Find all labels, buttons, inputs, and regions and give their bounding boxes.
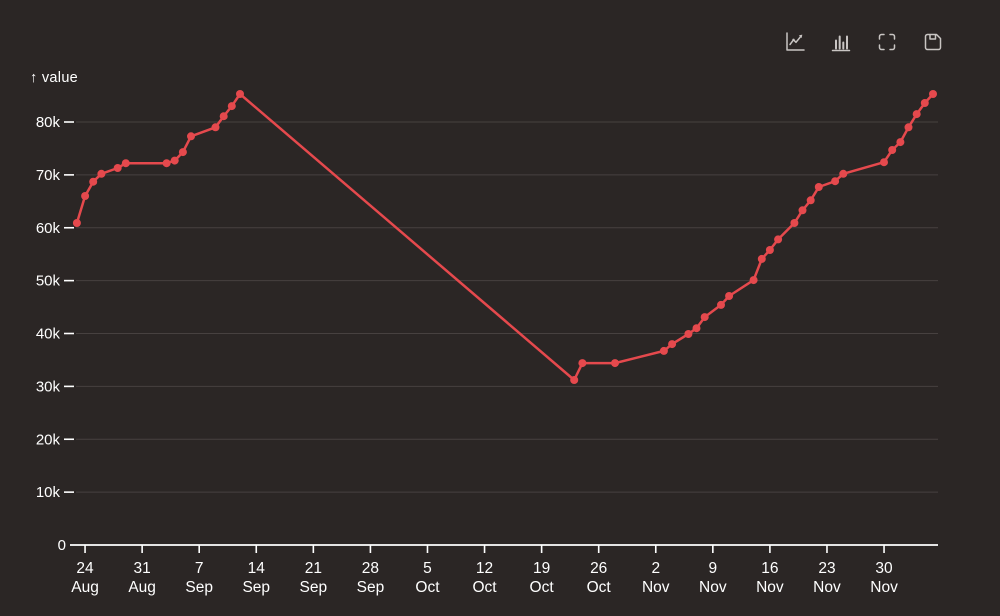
data-point[interactable] bbox=[806, 196, 815, 205]
y-tick-label: 20k bbox=[36, 431, 61, 448]
toggle-line-chart-button[interactable] bbox=[783, 30, 807, 54]
x-tick-label-month: Sep bbox=[300, 579, 328, 596]
y-tick-label: 30k bbox=[36, 378, 61, 395]
data-point[interactable] bbox=[700, 313, 709, 322]
save-icon bbox=[924, 33, 942, 51]
y-tick-label: 60k bbox=[36, 220, 61, 237]
toggle-bar-chart-button[interactable] bbox=[829, 30, 853, 54]
fullscreen-button[interactable] bbox=[875, 30, 899, 54]
x-tick-label-day: 19 bbox=[533, 560, 550, 577]
x-tick-label-month: Nov bbox=[642, 579, 670, 596]
data-point[interactable] bbox=[888, 146, 897, 154]
data-point[interactable] bbox=[113, 164, 122, 172]
data-point[interactable] bbox=[162, 159, 171, 168]
y-tick-label: 40k bbox=[36, 326, 61, 343]
data-point[interactable] bbox=[920, 99, 929, 107]
data-point[interactable] bbox=[178, 148, 187, 157]
data-point[interactable] bbox=[97, 169, 106, 178]
y-tick-label: 80k bbox=[36, 114, 61, 131]
x-tick-label-month: Sep bbox=[242, 579, 270, 596]
data-point[interactable] bbox=[692, 324, 701, 333]
data-point[interactable] bbox=[896, 138, 905, 147]
data-point[interactable] bbox=[725, 292, 734, 300]
x-tick-label-month: Sep bbox=[357, 579, 385, 596]
x-tick-label-day: 30 bbox=[875, 560, 893, 577]
x-tick-label-day: 14 bbox=[248, 560, 266, 577]
x-tick-label-day: 16 bbox=[761, 560, 778, 577]
data-point[interactable] bbox=[170, 156, 179, 165]
data-point[interactable] bbox=[219, 112, 228, 121]
data-point[interactable] bbox=[72, 219, 81, 227]
data-point[interactable] bbox=[89, 177, 98, 186]
data-point[interactable] bbox=[570, 376, 579, 384]
line-chart-icon bbox=[786, 32, 805, 51]
x-tick-label-month: Nov bbox=[813, 579, 841, 596]
y-tick-label: 0 bbox=[58, 537, 66, 554]
x-tick-label-day: 23 bbox=[818, 560, 835, 577]
data-point[interactable] bbox=[81, 192, 90, 200]
x-tick-label-month: Nov bbox=[756, 579, 784, 596]
y-tick-label: 50k bbox=[36, 273, 61, 290]
data-point[interactable] bbox=[765, 246, 774, 254]
data-point[interactable] bbox=[798, 206, 807, 215]
data-point[interactable] bbox=[121, 159, 130, 168]
data-point[interactable] bbox=[659, 346, 668, 355]
data-point[interactable] bbox=[757, 254, 766, 263]
x-tick-label-day: 5 bbox=[423, 560, 432, 577]
data-point[interactable] bbox=[668, 340, 677, 349]
x-tick-label-day: 24 bbox=[76, 560, 94, 577]
x-tick-label-month: Nov bbox=[699, 579, 727, 596]
x-tick-label-month: Nov bbox=[870, 579, 898, 596]
data-point[interactable] bbox=[211, 123, 220, 132]
save-image-button[interactable] bbox=[921, 30, 945, 54]
x-tick-label-month: Oct bbox=[587, 579, 612, 596]
x-tick-label-day: 9 bbox=[709, 560, 718, 577]
data-point[interactable] bbox=[227, 102, 236, 111]
y-tick-label: 10k bbox=[36, 484, 61, 501]
series-line bbox=[75, 92, 935, 382]
x-tick-label-month: Oct bbox=[530, 579, 555, 596]
data-point[interactable] bbox=[912, 110, 921, 119]
x-tick-label-day: 31 bbox=[133, 560, 150, 577]
data-point[interactable] bbox=[187, 132, 195, 141]
x-tick-label-day: 7 bbox=[195, 560, 204, 577]
data-point[interactable] bbox=[831, 177, 840, 186]
data-point[interactable] bbox=[717, 300, 725, 309]
data-point[interactable] bbox=[839, 169, 848, 178]
x-tick-label-day: 2 bbox=[651, 560, 660, 577]
data-point[interactable] bbox=[749, 276, 758, 285]
x-tick-label-day: 26 bbox=[590, 560, 607, 577]
toolbar bbox=[783, 30, 945, 54]
data-point[interactable] bbox=[880, 158, 888, 167]
data-point[interactable] bbox=[904, 123, 913, 132]
x-tick-label-day: 28 bbox=[362, 560, 379, 577]
data-point[interactable] bbox=[774, 235, 783, 244]
data-point[interactable] bbox=[611, 359, 619, 368]
fullscreen-icon bbox=[878, 33, 896, 51]
x-tick-label-month: Aug bbox=[128, 579, 156, 596]
x-tick-label-day: 21 bbox=[305, 560, 322, 577]
x-tick-label-day: 12 bbox=[476, 560, 493, 577]
x-tick-label-month: Aug bbox=[71, 579, 99, 596]
x-tick-label-month: Oct bbox=[472, 579, 497, 596]
data-point[interactable] bbox=[814, 183, 823, 191]
x-tick-label-month: Sep bbox=[185, 579, 213, 596]
data-point[interactable] bbox=[790, 219, 799, 227]
data-point[interactable] bbox=[578, 359, 587, 368]
data-point[interactable] bbox=[929, 90, 937, 98]
x-tick-label-month: Oct bbox=[415, 579, 440, 596]
data-point[interactable] bbox=[236, 90, 244, 98]
y-axis-title: ↑ value bbox=[30, 70, 79, 86]
data-point[interactable] bbox=[684, 330, 693, 338]
bar-chart-icon bbox=[831, 35, 851, 52]
y-tick-label: 70k bbox=[36, 167, 61, 184]
